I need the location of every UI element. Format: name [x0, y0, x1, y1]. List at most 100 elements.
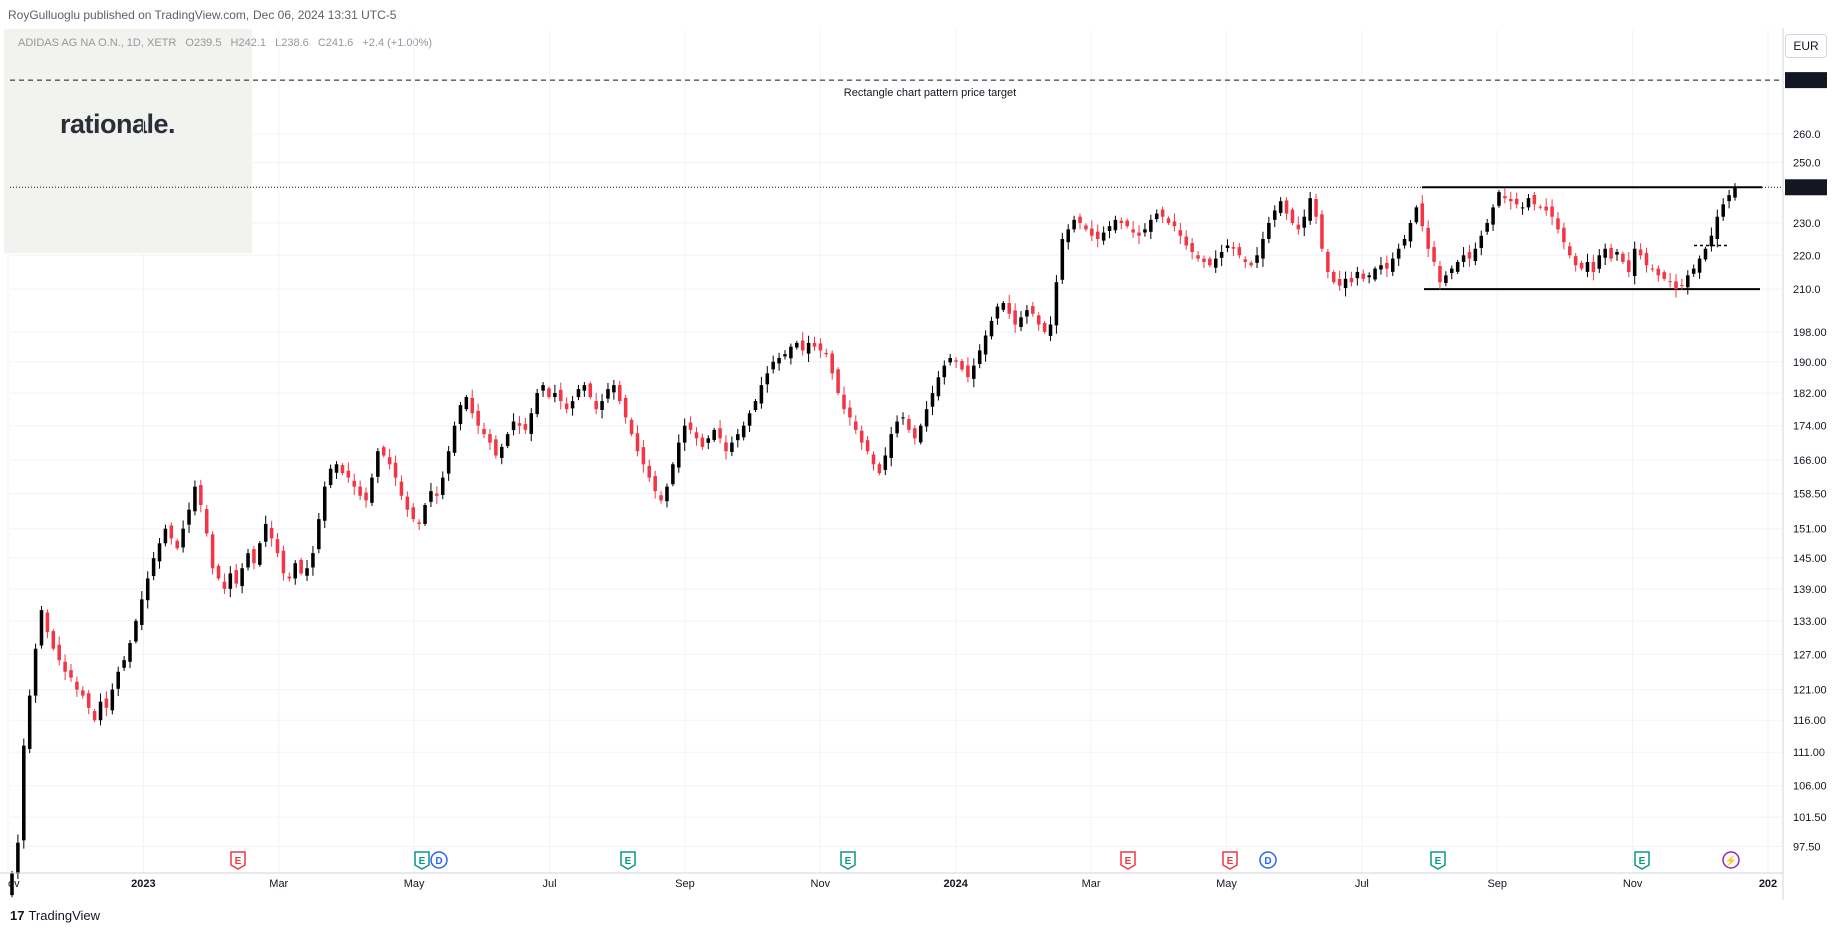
- tradingview-brand[interactable]: 17 TradingView: [10, 908, 100, 923]
- event-label: D: [1264, 856, 1271, 867]
- candle: [69, 663, 73, 682]
- candle-body: [1084, 225, 1088, 230]
- candle-body: [806, 342, 811, 354]
- candle: [688, 416, 693, 435]
- candle-body: [57, 644, 61, 661]
- candle: [169, 522, 174, 545]
- candle: [1680, 278, 1684, 290]
- candle: [1208, 256, 1212, 268]
- candle: [1615, 248, 1619, 261]
- candle: [824, 348, 829, 358]
- candle: [1013, 303, 1017, 333]
- candle-body: [1267, 223, 1271, 239]
- candles: [10, 183, 1737, 898]
- candle-body: [759, 385, 764, 404]
- candle: [1562, 222, 1566, 250]
- candle: [741, 421, 746, 441]
- candle-body: [435, 493, 439, 496]
- candle: [1497, 190, 1501, 208]
- candle-body: [1438, 265, 1442, 283]
- candle: [1503, 187, 1507, 204]
- candle: [1355, 266, 1360, 286]
- candle-body: [883, 455, 888, 470]
- candle: [181, 520, 185, 553]
- candle-body: [488, 434, 492, 443]
- candle: [258, 541, 262, 567]
- candle: [116, 666, 120, 697]
- candle: [305, 559, 309, 581]
- candle-body: [576, 389, 581, 398]
- y-tick-label: 151.00: [1793, 524, 1827, 536]
- candle-body: [730, 442, 734, 452]
- candle-body: [399, 481, 404, 496]
- candle: [948, 353, 952, 366]
- candle: [370, 473, 374, 506]
- candle-body: [258, 543, 262, 565]
- candle-body: [682, 425, 687, 443]
- candle: [435, 486, 439, 505]
- candle-body: [299, 559, 303, 574]
- candle: [446, 446, 451, 481]
- candle: [1261, 231, 1265, 267]
- candle: [535, 388, 539, 418]
- candle: [747, 410, 752, 432]
- candle-body: [1668, 281, 1672, 283]
- candle-body: [1385, 262, 1389, 269]
- candle: [653, 470, 657, 499]
- candle-body: [51, 631, 56, 649]
- candle: [871, 451, 876, 471]
- candle: [682, 418, 687, 451]
- candle: [1603, 243, 1607, 266]
- event-earnings-red-icon: E: [230, 851, 246, 870]
- candle-body: [942, 365, 947, 378]
- candle: [1473, 242, 1478, 266]
- candle: [1001, 300, 1006, 312]
- event-circle: [1722, 851, 1740, 869]
- candle: [1054, 274, 1059, 334]
- candle-body: [653, 475, 657, 492]
- candle: [883, 447, 888, 476]
- candle: [1697, 255, 1702, 279]
- candle: [629, 417, 634, 437]
- ohlc-high: H242.1: [230, 37, 267, 49]
- target-badge-text: 280.0: [1791, 75, 1819, 87]
- x-tick-label: 202: [1759, 878, 1777, 890]
- candle-body: [16, 842, 20, 874]
- candle: [458, 402, 463, 431]
- candle: [1278, 197, 1283, 217]
- candle-body: [966, 365, 970, 378]
- candle-body: [677, 442, 681, 468]
- event-label: E: [1435, 856, 1442, 867]
- candle: [1072, 215, 1076, 233]
- candle: [694, 427, 699, 446]
- y-tick-label: 101.50: [1793, 812, 1827, 824]
- candle-body: [499, 446, 504, 458]
- candle-body: [765, 373, 770, 385]
- candle-body: [877, 464, 882, 474]
- candle: [1202, 255, 1206, 269]
- candle: [346, 462, 351, 483]
- candle-body: [1455, 261, 1460, 272]
- candle: [854, 415, 858, 435]
- event-dividend-icon: D: [1259, 851, 1277, 869]
- candle-body: [1160, 209, 1165, 217]
- candle-body: [1036, 315, 1041, 325]
- currency-selector[interactable]: EUR: [1785, 34, 1827, 58]
- candle: [1414, 205, 1419, 225]
- candle: [33, 643, 38, 703]
- candle-body: [1603, 248, 1607, 258]
- candle-body: [606, 389, 610, 399]
- candle-body: [753, 401, 758, 411]
- candle-body: [27, 695, 32, 749]
- candle-body: [494, 439, 498, 456]
- candle: [1302, 209, 1307, 237]
- candle-body: [972, 365, 976, 379]
- x-tick-label: May: [1216, 878, 1237, 890]
- candle-body: [346, 470, 351, 478]
- candle: [1514, 192, 1519, 209]
- candle: [907, 414, 911, 434]
- x-tick-label: May: [404, 878, 425, 890]
- candle-body: [1172, 221, 1177, 227]
- candle-body: [1390, 258, 1395, 272]
